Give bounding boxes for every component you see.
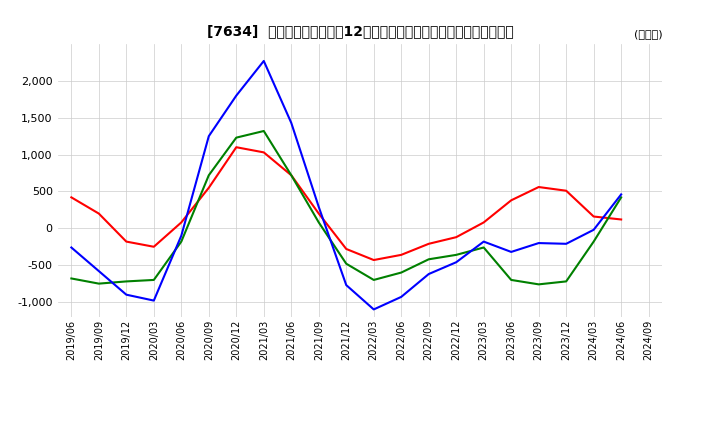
営業CF <box>150 244 158 249</box>
営業CF <box>424 241 433 246</box>
投資CF <box>259 128 268 134</box>
投資CF <box>122 279 130 284</box>
Text: (百万円): (百万円) <box>634 29 662 39</box>
投資CF <box>232 135 240 140</box>
投資CF <box>342 261 351 266</box>
フリーCF <box>177 233 186 238</box>
フリーCF <box>590 227 598 232</box>
営業CF <box>369 257 378 263</box>
投資CF <box>452 252 461 257</box>
営業CF <box>204 185 213 191</box>
投資CF <box>480 245 488 250</box>
フリーCF <box>150 298 158 303</box>
営業CF <box>67 195 76 200</box>
投資CF <box>507 277 516 282</box>
投資CF <box>315 220 323 225</box>
営業CF <box>287 172 296 178</box>
営業CF <box>617 217 626 222</box>
フリーCF <box>507 249 516 255</box>
投資CF <box>424 257 433 262</box>
フリーCF <box>67 245 76 250</box>
フリーCF <box>452 260 461 265</box>
営業CF <box>232 145 240 150</box>
フリーCF <box>232 93 240 98</box>
フリーCF <box>534 240 543 246</box>
営業CF <box>122 239 130 244</box>
営業CF <box>315 211 323 216</box>
投資CF <box>67 276 76 281</box>
投資CF <box>369 277 378 282</box>
フリーCF <box>562 241 570 246</box>
投資CF <box>150 277 158 282</box>
フリーCF <box>259 59 268 64</box>
営業CF <box>534 184 543 190</box>
営業CF <box>342 246 351 252</box>
Line: 投資CF: 投資CF <box>71 131 621 284</box>
Title: [7634]  キャッシュフローの12か月移動合計の対前年同期増減額の推移: [7634] キャッシュフローの12か月移動合計の対前年同期増減額の推移 <box>207 25 513 39</box>
投資CF <box>617 195 626 200</box>
Line: 営業CF: 営業CF <box>71 147 621 260</box>
フリーCF <box>94 268 103 274</box>
営業CF <box>590 214 598 219</box>
Line: フリーCF: フリーCF <box>71 61 621 309</box>
フリーCF <box>480 239 488 244</box>
投資CF <box>287 172 296 178</box>
投資CF <box>177 239 186 244</box>
営業CF <box>507 198 516 203</box>
フリーCF <box>617 192 626 197</box>
投資CF <box>397 270 405 275</box>
フリーCF <box>287 120 296 125</box>
投資CF <box>590 239 598 244</box>
フリーCF <box>204 133 213 139</box>
フリーCF <box>369 307 378 312</box>
フリーCF <box>397 294 405 300</box>
投資CF <box>94 281 103 286</box>
投資CF <box>562 279 570 284</box>
営業CF <box>259 150 268 155</box>
営業CF <box>94 211 103 216</box>
投資CF <box>204 172 213 178</box>
フリーCF <box>315 204 323 209</box>
フリーCF <box>122 292 130 297</box>
営業CF <box>480 220 488 225</box>
営業CF <box>452 235 461 240</box>
フリーCF <box>424 271 433 277</box>
投資CF <box>534 282 543 287</box>
営業CF <box>177 220 186 225</box>
営業CF <box>397 252 405 257</box>
営業CF <box>562 188 570 193</box>
フリーCF <box>342 282 351 288</box>
